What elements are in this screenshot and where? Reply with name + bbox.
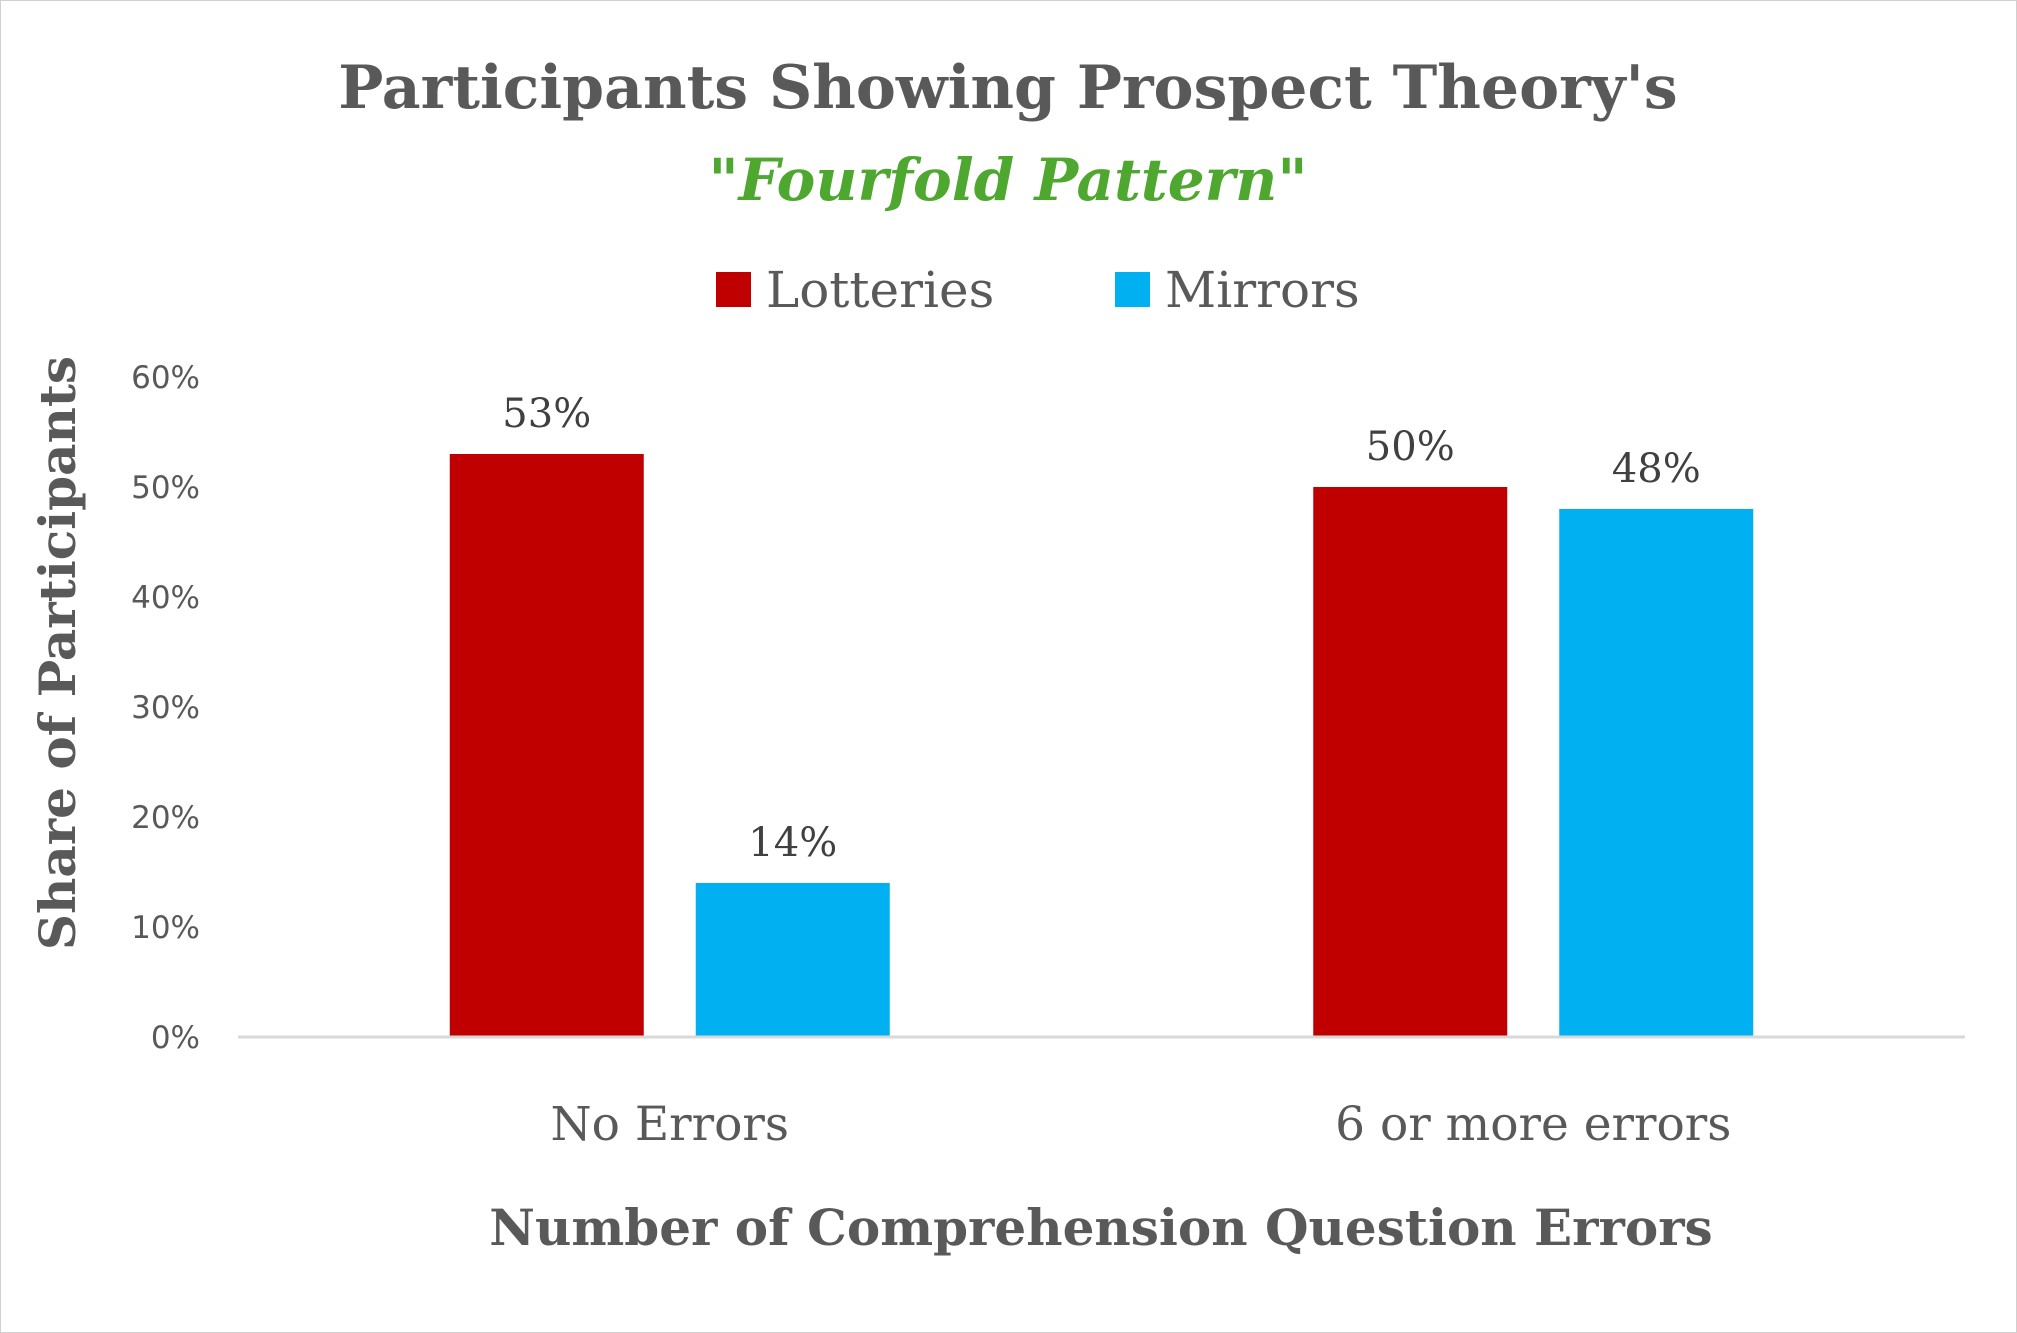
y-tick-label: 40% [131, 580, 200, 616]
data-label-mirrors-0: 14% [748, 820, 837, 866]
bar-lotteries-0 [449, 454, 644, 1037]
y-tick-label: 20% [131, 800, 200, 836]
bars-group [449, 454, 1754, 1037]
data-label-lotteries-1: 50% [1366, 424, 1455, 470]
bar-lotteries-1 [1313, 487, 1508, 1037]
y-tick-label: 30% [131, 690, 200, 726]
x-axis-categories: No Errors 6 or more errors [551, 1097, 1732, 1152]
y-tick-label: 50% [131, 470, 200, 506]
legend-swatch-mirrors [1115, 272, 1150, 307]
data-label-mirrors-1: 48% [1612, 446, 1701, 492]
chart-subtitle: "Fourfold Pattern" [708, 146, 1307, 214]
x-axis-title: Number of Comprehension Question Errors [489, 1198, 1712, 1257]
chart-legend: Lotteries Mirrors [716, 261, 1360, 319]
y-axis-title: Share of Participants [28, 356, 87, 950]
chart-title: Participants Showing Prospect Theory's [338, 53, 1677, 123]
bar-mirrors-0 [695, 883, 890, 1037]
legend-swatch-lotteries [716, 272, 751, 307]
y-tick-label: 10% [131, 910, 200, 946]
bar-mirrors-1 [1559, 509, 1754, 1037]
y-axis-ticks: 0% 10% 20% 30% 40% 50% 60% [131, 360, 200, 1056]
y-tick-label: 60% [131, 360, 200, 396]
legend-label-lotteries: Lotteries [766, 261, 994, 319]
y-tick-label: 0% [151, 1020, 200, 1056]
data-labels-group: 53% 14% 50% 48% [502, 391, 1700, 866]
legend-label-mirrors: Mirrors [1165, 261, 1360, 319]
x-category-label: No Errors [551, 1097, 790, 1152]
data-label-lotteries-0: 53% [502, 391, 591, 437]
x-category-label: 6 or more errors [1335, 1097, 1731, 1152]
